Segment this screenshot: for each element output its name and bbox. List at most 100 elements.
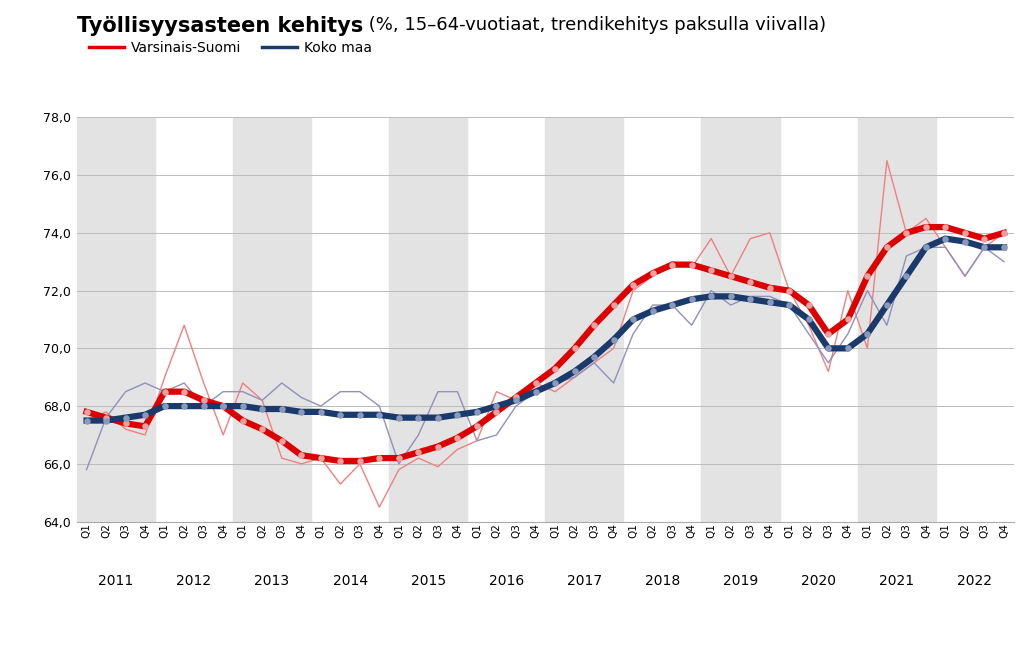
Point bbox=[488, 407, 505, 417]
Point bbox=[508, 395, 524, 406]
Point bbox=[273, 436, 290, 446]
Point bbox=[976, 233, 992, 244]
Point bbox=[644, 306, 660, 316]
Point bbox=[196, 395, 212, 406]
Point bbox=[351, 456, 368, 466]
Point bbox=[547, 378, 563, 388]
Point bbox=[742, 294, 759, 304]
Point bbox=[273, 404, 290, 414]
Point bbox=[937, 222, 953, 232]
Point bbox=[157, 401, 173, 411]
Point bbox=[781, 286, 798, 296]
Point bbox=[196, 401, 212, 411]
Point bbox=[566, 343, 583, 353]
Point bbox=[723, 291, 739, 302]
Point bbox=[488, 401, 505, 411]
Point bbox=[605, 300, 622, 310]
Point bbox=[586, 320, 602, 331]
Point bbox=[430, 441, 446, 452]
Legend: Varsinais-Suomi, Koko maa: Varsinais-Suomi, Koko maa bbox=[84, 35, 378, 61]
Point bbox=[937, 233, 953, 244]
Point bbox=[430, 413, 446, 423]
Point bbox=[527, 378, 544, 388]
Point bbox=[586, 352, 602, 363]
Point bbox=[312, 407, 329, 417]
Point bbox=[879, 242, 895, 252]
Point bbox=[762, 282, 778, 293]
Point bbox=[137, 421, 154, 432]
Point bbox=[254, 404, 270, 414]
Point bbox=[469, 421, 485, 432]
Bar bbox=[701, 117, 779, 522]
Point bbox=[351, 409, 368, 420]
Point bbox=[254, 424, 270, 434]
Point bbox=[918, 222, 934, 232]
Point bbox=[176, 401, 193, 411]
Point bbox=[411, 413, 427, 423]
Bar bbox=[233, 117, 311, 522]
Point bbox=[293, 450, 309, 460]
Point bbox=[450, 409, 466, 420]
Point bbox=[840, 343, 856, 353]
Point bbox=[898, 228, 914, 238]
Point bbox=[995, 242, 1012, 252]
Text: Työllisyysasteen kehitys: Työllisyysasteen kehitys bbox=[77, 16, 364, 37]
Point bbox=[625, 314, 641, 325]
Point bbox=[234, 415, 251, 426]
Point bbox=[118, 418, 134, 428]
Point bbox=[859, 329, 876, 339]
Point bbox=[98, 413, 115, 423]
Point bbox=[215, 401, 231, 411]
Point bbox=[918, 242, 934, 252]
Point bbox=[801, 300, 817, 310]
Point bbox=[547, 363, 563, 374]
Point bbox=[234, 401, 251, 411]
Point bbox=[644, 268, 660, 278]
Bar bbox=[77, 117, 155, 522]
Point bbox=[118, 413, 134, 423]
Point bbox=[332, 409, 348, 420]
Point bbox=[391, 453, 408, 464]
Point bbox=[820, 343, 837, 353]
Point bbox=[664, 300, 680, 310]
Point bbox=[79, 415, 95, 426]
Point bbox=[664, 259, 680, 270]
Point bbox=[995, 228, 1012, 238]
Point bbox=[605, 334, 622, 345]
Point bbox=[176, 387, 193, 397]
Point bbox=[723, 271, 739, 282]
Point bbox=[683, 259, 699, 270]
Point bbox=[371, 453, 387, 464]
Point bbox=[956, 236, 973, 246]
Point bbox=[859, 271, 876, 282]
Point bbox=[469, 407, 485, 417]
Text: (%, 15–64-vuotiaat, trendikehitys paksulla viivalla): (%, 15–64-vuotiaat, trendikehitys paksul… bbox=[364, 16, 826, 35]
Point bbox=[742, 276, 759, 287]
Bar bbox=[389, 117, 467, 522]
Point bbox=[137, 409, 154, 420]
Point bbox=[566, 366, 583, 377]
Bar bbox=[857, 117, 936, 522]
Point bbox=[840, 314, 856, 325]
Point bbox=[976, 242, 992, 252]
Point bbox=[450, 433, 466, 443]
Bar bbox=[545, 117, 624, 522]
Point bbox=[703, 291, 720, 302]
Point bbox=[703, 265, 720, 276]
Point bbox=[391, 413, 408, 423]
Point bbox=[956, 228, 973, 238]
Point bbox=[898, 271, 914, 282]
Point bbox=[801, 314, 817, 325]
Point bbox=[781, 300, 798, 310]
Point bbox=[332, 456, 348, 466]
Point bbox=[820, 329, 837, 339]
Point bbox=[879, 300, 895, 310]
Point bbox=[98, 415, 115, 426]
Point bbox=[527, 387, 544, 397]
Point bbox=[157, 387, 173, 397]
Point bbox=[683, 294, 699, 304]
Point bbox=[293, 407, 309, 417]
Point bbox=[79, 407, 95, 417]
Point bbox=[625, 280, 641, 290]
Point bbox=[312, 453, 329, 464]
